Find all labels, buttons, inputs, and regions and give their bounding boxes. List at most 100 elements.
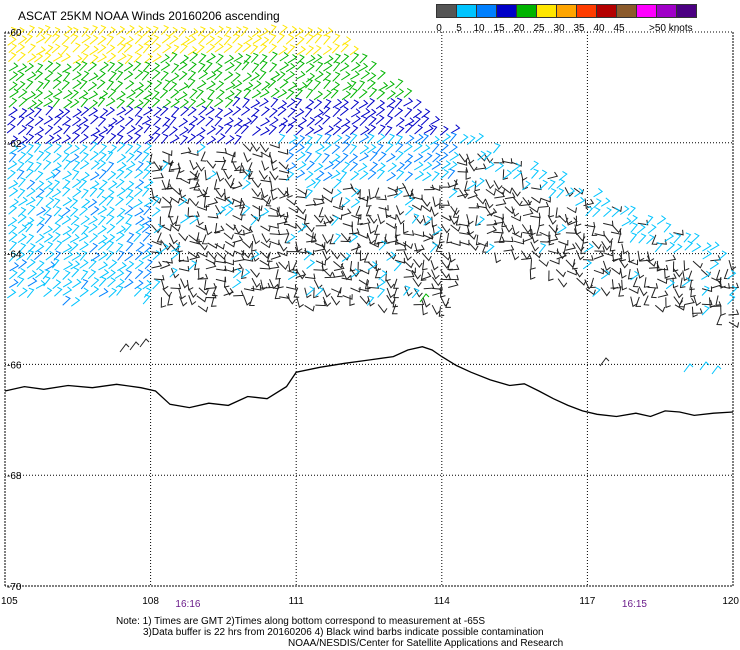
wind-barb [503, 222, 513, 233]
wind-barb [187, 251, 199, 259]
wind-barb [107, 132, 117, 143]
wind-barb [18, 108, 28, 118]
wind-barb [171, 63, 180, 74]
wind-barb [72, 71, 82, 81]
wind-barb [171, 106, 180, 117]
wind-barb [79, 160, 90, 170]
wind-barb [81, 26, 90, 38]
wind-barb [348, 228, 360, 235]
wind-barb [196, 98, 206, 108]
wind-barb [240, 268, 247, 280]
wind-barb [80, 215, 90, 226]
wind-barb [214, 107, 224, 118]
wind-barb [665, 254, 677, 262]
lat-tick-label: -62 [7, 139, 22, 150]
wind-barb [580, 243, 586, 255]
wind-barb [270, 160, 278, 172]
wind-barb [420, 197, 431, 207]
wind-barb [287, 270, 298, 281]
wind-barb [193, 170, 200, 181]
wind-barb [329, 234, 336, 245]
wind-barb [187, 173, 199, 181]
wind-barb [81, 34, 91, 44]
wind-barb [143, 35, 153, 46]
wind-barb [531, 184, 542, 191]
wind-barb [196, 127, 206, 137]
wind-barb [403, 97, 414, 107]
wind-barb [17, 124, 28, 135]
wind-barb [396, 161, 406, 172]
wind-barb [8, 97, 18, 108]
wind-barb [159, 216, 166, 228]
wind-barb [8, 152, 17, 163]
wind-barb [710, 255, 722, 262]
wind-barb [125, 188, 134, 199]
wind-barb [322, 269, 333, 278]
wind-barb [557, 278, 568, 288]
wind-barb [331, 153, 341, 164]
wind-barb [189, 170, 200, 179]
wind-barb [240, 26, 249, 37]
wind-barb [26, 258, 36, 269]
wind-barb [152, 132, 161, 143]
wind-barb [151, 97, 161, 108]
wind-barb [72, 54, 83, 64]
wind-barb [341, 124, 351, 135]
wind-barb [51, 179, 61, 190]
wind-barb [126, 125, 136, 135]
wind-barb [355, 243, 361, 254]
wind-barb [590, 277, 596, 289]
wind-barb [374, 268, 381, 279]
wind-barb [51, 188, 62, 198]
wind-barb [35, 80, 44, 92]
wind-barb [151, 187, 159, 199]
wind-barb [142, 216, 152, 226]
wind-barb [699, 361, 710, 371]
wind-barb [510, 215, 522, 222]
wind-barb [196, 143, 206, 154]
wind-barb [448, 215, 458, 225]
wind-barb [144, 80, 153, 91]
wind-barb [601, 269, 611, 280]
wind-barb [8, 43, 18, 53]
wind-barb [213, 179, 220, 190]
wind-barb [125, 213, 133, 224]
wind-barb [198, 241, 208, 251]
wind-barb [239, 162, 245, 174]
wind-barb [116, 98, 126, 109]
wind-barb [360, 70, 371, 80]
wind-barb [395, 117, 405, 127]
wind-barb [88, 223, 98, 233]
wind-barb [142, 279, 152, 290]
wind-barb [114, 61, 124, 72]
wind-barb [252, 126, 262, 136]
wind-barb [341, 274, 352, 281]
wind-barb [9, 26, 17, 38]
wind-barb [250, 215, 259, 226]
wind-barb [575, 215, 582, 227]
wind-barb [414, 170, 425, 181]
wind-barb [567, 217, 578, 226]
wind-barb [72, 178, 82, 189]
wind-barb [98, 169, 108, 180]
wind-barb [333, 134, 343, 145]
wind-barb [7, 169, 16, 180]
wind-barb [8, 52, 17, 63]
wind-barb [288, 207, 299, 214]
wind-barb [656, 215, 667, 225]
wind-barb [252, 34, 263, 45]
wind-barb [296, 45, 307, 56]
wind-barb [9, 88, 19, 98]
wind-barb [448, 264, 460, 271]
wind-barb [657, 278, 668, 285]
wind-barb [133, 286, 143, 297]
wind-barb [672, 261, 679, 273]
wind-barb [134, 207, 145, 217]
wind-barb [116, 207, 126, 218]
map-title: ASCAT 25KM NOAA Winds 20160206 ascending [18, 9, 280, 23]
wind-barb [206, 135, 217, 146]
wind-barb [162, 257, 173, 264]
lat-tick-label: -60 [7, 28, 22, 39]
wind-barb [45, 187, 54, 198]
